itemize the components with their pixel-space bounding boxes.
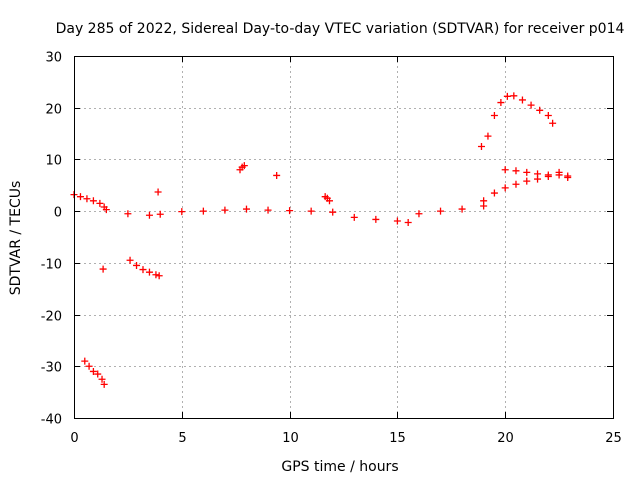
data-point <box>273 171 281 179</box>
x-tick-label: 25 <box>605 431 622 446</box>
y-tick-label: -10 <box>41 258 62 273</box>
data-point <box>512 180 520 188</box>
data-point <box>242 205 250 213</box>
data-point <box>96 199 104 207</box>
data-point <box>100 380 108 388</box>
data-point <box>510 92 518 100</box>
data-point <box>139 266 147 274</box>
x-tick-label: 15 <box>389 431 406 446</box>
data-point <box>437 207 445 215</box>
series-arc-flat-evening <box>501 166 572 180</box>
x-tick-label: 0 <box>70 431 78 446</box>
y-tick-label: -30 <box>41 361 62 376</box>
data-point <box>89 197 97 205</box>
data-point <box>534 170 542 178</box>
y-tick-label: 0 <box>54 206 62 221</box>
x-tick-label: 10 <box>282 431 299 446</box>
data-point <box>154 188 162 196</box>
data-point <box>518 96 526 104</box>
grid <box>74 56 613 418</box>
data-point <box>484 132 492 140</box>
series-arc-rising-evening <box>480 171 572 205</box>
series-arc-short-11.8h <box>321 193 333 205</box>
data-point <box>155 272 163 280</box>
data-point <box>501 184 509 192</box>
y-axis-title: SDTVAR / TECUs <box>8 181 24 296</box>
y-tick-labels: -40 -30 -20 -10 0 10 20 30 <box>41 51 62 428</box>
data-point <box>89 367 97 375</box>
data-point <box>329 208 337 216</box>
x-axis-title: GPS time / hours <box>281 459 398 475</box>
series-arc-short-7.8h <box>236 162 248 174</box>
data-point <box>286 207 294 215</box>
data-point <box>85 362 93 370</box>
data-point <box>523 177 531 185</box>
data-point <box>83 195 91 203</box>
data-point <box>350 213 358 221</box>
data-point <box>501 166 509 174</box>
series-arc-high-peak <box>477 92 557 150</box>
data-point <box>393 217 401 225</box>
series-arc-descending <box>126 256 163 280</box>
series-isolated-points <box>99 171 281 273</box>
data-point <box>264 206 272 214</box>
data-points <box>70 92 572 388</box>
data-point <box>564 172 572 180</box>
data-point <box>523 168 531 176</box>
y-tick-label: 10 <box>45 154 62 169</box>
data-point <box>102 206 110 214</box>
data-point <box>536 106 544 114</box>
data-point <box>221 206 229 214</box>
y-tick-label: -20 <box>41 310 62 325</box>
data-point <box>199 207 207 215</box>
x-tick-label: 20 <box>497 431 514 446</box>
data-point <box>555 168 563 176</box>
data-point <box>490 189 498 197</box>
data-point <box>133 261 141 269</box>
data-point <box>126 256 134 264</box>
data-point <box>81 357 89 365</box>
data-point <box>325 197 333 205</box>
data-point <box>544 111 552 119</box>
data-point <box>527 101 535 109</box>
data-point <box>512 167 520 175</box>
data-point <box>372 215 380 223</box>
data-point <box>145 268 153 276</box>
data-point <box>307 207 315 215</box>
data-point <box>490 111 498 119</box>
data-point <box>480 197 488 205</box>
series-arc-low-negative <box>81 357 108 388</box>
data-point <box>240 162 248 170</box>
data-point <box>415 210 423 218</box>
data-point <box>145 211 153 219</box>
axis-ticks <box>74 56 614 419</box>
data-point <box>156 210 164 218</box>
data-point <box>178 208 186 216</box>
data-point <box>549 119 557 127</box>
y-tick-label: 20 <box>45 103 62 118</box>
x-tick-labels: 0 5 10 15 20 25 <box>70 431 621 446</box>
series-arc-early-positive <box>70 191 108 211</box>
data-point <box>99 265 107 273</box>
data-point <box>503 92 511 100</box>
chart-title: Day 285 of 2022, Sidereal Day-to-day VTE… <box>56 21 625 37</box>
data-point <box>152 271 160 279</box>
data-point <box>94 370 102 378</box>
data-point <box>477 143 485 150</box>
data-point <box>98 375 106 383</box>
plot-frame <box>74 56 614 419</box>
data-point <box>497 99 505 107</box>
data-point <box>458 205 466 213</box>
y-tick-label: 30 <box>45 51 62 66</box>
x-tick-label: 5 <box>178 431 186 446</box>
data-point <box>544 171 552 179</box>
data-point <box>404 219 412 227</box>
data-point <box>124 210 132 218</box>
data-point <box>76 193 84 201</box>
series-arc-zero-band <box>102 202 488 227</box>
y-tick-label: -40 <box>41 413 62 428</box>
